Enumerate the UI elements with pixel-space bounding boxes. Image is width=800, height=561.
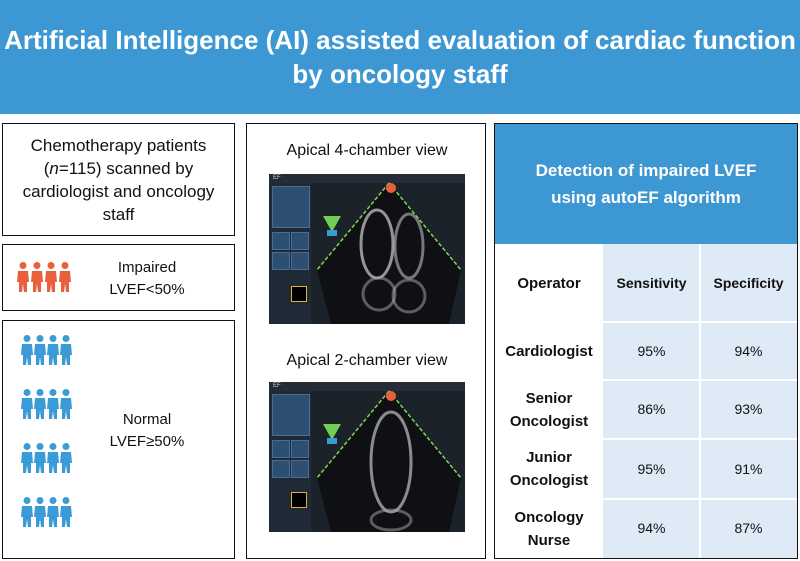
apical-4-chamber-image: EF (269, 174, 465, 324)
row-specificity: 94% (700, 322, 797, 380)
page-header: Artificial Intelligence (AI) assisted ev… (0, 0, 800, 114)
normal-label-line1: Normal (122, 411, 172, 428)
cohort-line4: staff (102, 204, 135, 224)
row-divider (603, 438, 797, 440)
page-title-line1: Artificial Intelligence (AI) assisted ev… (4, 25, 796, 55)
person-icon (60, 335, 72, 365)
person-icon (47, 497, 59, 527)
person-icon (34, 335, 46, 365)
person-icon (34, 443, 46, 473)
normal-label-line2: LVEF≥50% (109, 433, 185, 450)
person-icon (21, 497, 33, 527)
person-icon (34, 497, 46, 527)
person-icon (21, 389, 33, 419)
row-operator: Cardiologist (505, 342, 593, 360)
view2-title: Apical 2-chamber view (286, 352, 448, 369)
row-divider (603, 379, 797, 381)
person-icon (45, 262, 57, 292)
person-icon (47, 335, 59, 365)
person-icon (21, 335, 33, 365)
row-divider (603, 498, 797, 500)
person-icon (47, 389, 59, 419)
person-icon (60, 443, 72, 473)
results-title: Detection of impaired LVEF using autoEF … (495, 124, 797, 244)
impaired-label-line1: Impaired (117, 259, 177, 276)
column-divider (699, 244, 701, 558)
impaired-patients-icon-group (17, 262, 71, 292)
col-header-specificity: Specificity (700, 244, 797, 322)
results-panel: Detection of impaired LVEF using autoEF … (494, 123, 798, 559)
normal-label: Normal LVEF≥50% (97, 409, 197, 453)
row-operator: Junior Oncologist (509, 449, 589, 489)
row-divider (603, 321, 797, 323)
row-sensitivity: 94% (603, 499, 700, 558)
row-sensitivity: 95% (603, 439, 700, 499)
normal-patients-icon-group (21, 335, 72, 527)
row-operator: Oncology Nurse (514, 508, 584, 549)
results-title-line2: using autoEF algorithm (551, 188, 741, 207)
row-operator: Senior Oncologist (509, 389, 589, 430)
person-icon (59, 262, 71, 292)
row-sensitivity: 95% (603, 322, 700, 380)
col-header-operator: Operator (517, 274, 581, 292)
person-icon (60, 497, 72, 527)
row-specificity: 93% (700, 380, 797, 439)
person-icon (34, 389, 46, 419)
view1-title: Apical 4-chamber view (286, 142, 448, 159)
apical-2-chamber-image: EF (269, 382, 465, 532)
row-specificity: 91% (700, 439, 797, 499)
cohort-line2: (n=115) scanned by (43, 158, 194, 178)
page-title-line2: by oncology staff (292, 59, 508, 89)
col-header-sensitivity: Sensitivity (603, 244, 700, 322)
echo-views-box: Apical 4-chamber view EF Apical 2-chambe… (246, 123, 486, 559)
person-icon (47, 443, 59, 473)
row-specificity: 87% (700, 499, 797, 558)
cohort-box: Chemotherapy patients (n=115) scanned by… (2, 123, 235, 236)
person-icon (17, 262, 29, 292)
cohort-line3: cardiologist and oncology (22, 181, 215, 201)
impaired-label: Impaired LVEF<50% (97, 257, 197, 301)
impaired-box: Impaired LVEF<50% (2, 244, 235, 311)
normal-box: Normal LVEF≥50% (2, 320, 235, 559)
person-icon (21, 443, 33, 473)
person-icon (60, 389, 72, 419)
person-icon (31, 262, 43, 292)
cohort-line1: Chemotherapy patients (30, 135, 207, 155)
row-sensitivity: 86% (603, 380, 700, 439)
impaired-label-line2: LVEF<50% (109, 281, 185, 298)
results-title-line1: Detection of impaired LVEF (535, 161, 757, 180)
